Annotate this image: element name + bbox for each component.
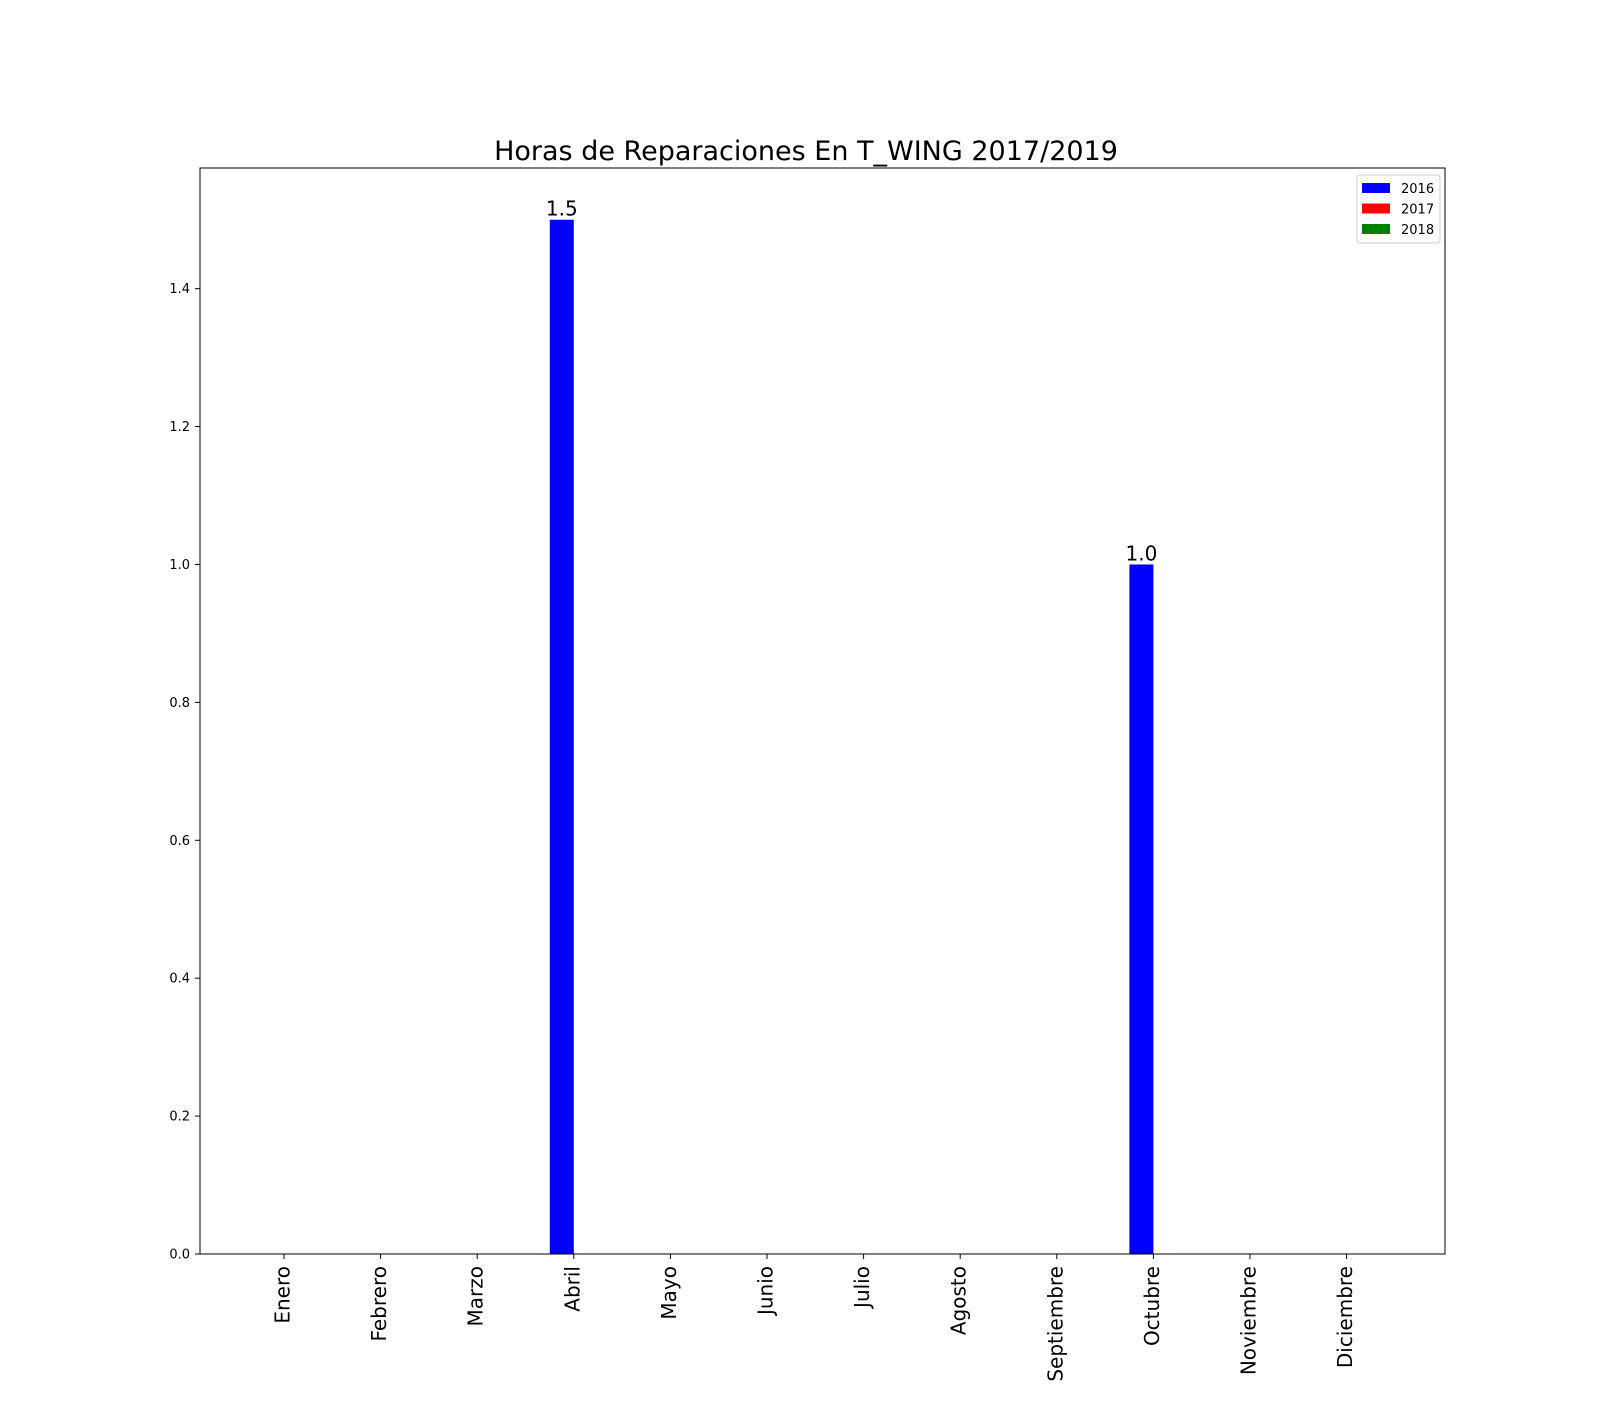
x-tick-label: Junio [754,1266,778,1317]
x-tick-label: Agosto [947,1266,971,1335]
legend-label: 2017 [1401,203,1434,218]
chart-title: Horas de Reparaciones En T_WING 2017/201… [494,136,1118,167]
y-tick-label: 1.4 [169,282,190,297]
legend: 2016 2017 2018 [1356,174,1441,244]
y-tick-label: 0.0 [169,1248,190,1263]
x-tick-label: Septiembre [1043,1266,1067,1382]
bar-labels-group: 1.5 1.0 [546,197,1157,566]
bar-2016 [549,219,574,1255]
legend-label: 2018 [1401,223,1434,238]
bar-value-label: 1.0 [1125,541,1157,565]
bar-value-label: 1.5 [546,197,578,221]
y-axis: 0.0 0.2 0.4 0.6 0.8 1.0 1.2 1.4 [169,282,200,1263]
y-tick-label: 0.6 [169,834,190,849]
legend-swatch-2016 [1362,183,1390,193]
x-tick-label: Noviembre [1237,1266,1261,1375]
y-tick-label: 0.8 [169,696,190,711]
y-tick-label: 0.2 [169,1110,190,1125]
x-tick-label: Mayo [657,1266,681,1320]
plot-frame [199,167,1446,1255]
x-tick-label: Febrero [367,1266,391,1342]
x-tick-label: Enero [271,1266,295,1324]
y-tick-label: 1.0 [169,558,190,573]
x-axis: Enero Febrero Marzo Abril Mayo Junio Julio Agos… [271,1254,1357,1382]
x-tick-label: Abril [560,1266,584,1312]
legend-swatch-2018 [1362,224,1390,234]
bar-2016 [1129,564,1154,1254]
legend-label: 2016 [1401,182,1434,197]
y-tick-label: 0.4 [169,972,190,987]
bars-group [549,219,1154,1255]
x-tick-label: Marzo [464,1266,488,1326]
legend-swatch-2017 [1362,203,1390,214]
x-tick-label: Diciembre [1333,1266,1357,1368]
y-tick-label: 1.2 [169,420,190,435]
x-tick-label: Octubre [1140,1266,1164,1346]
x-tick-label: Julio [850,1266,874,1310]
